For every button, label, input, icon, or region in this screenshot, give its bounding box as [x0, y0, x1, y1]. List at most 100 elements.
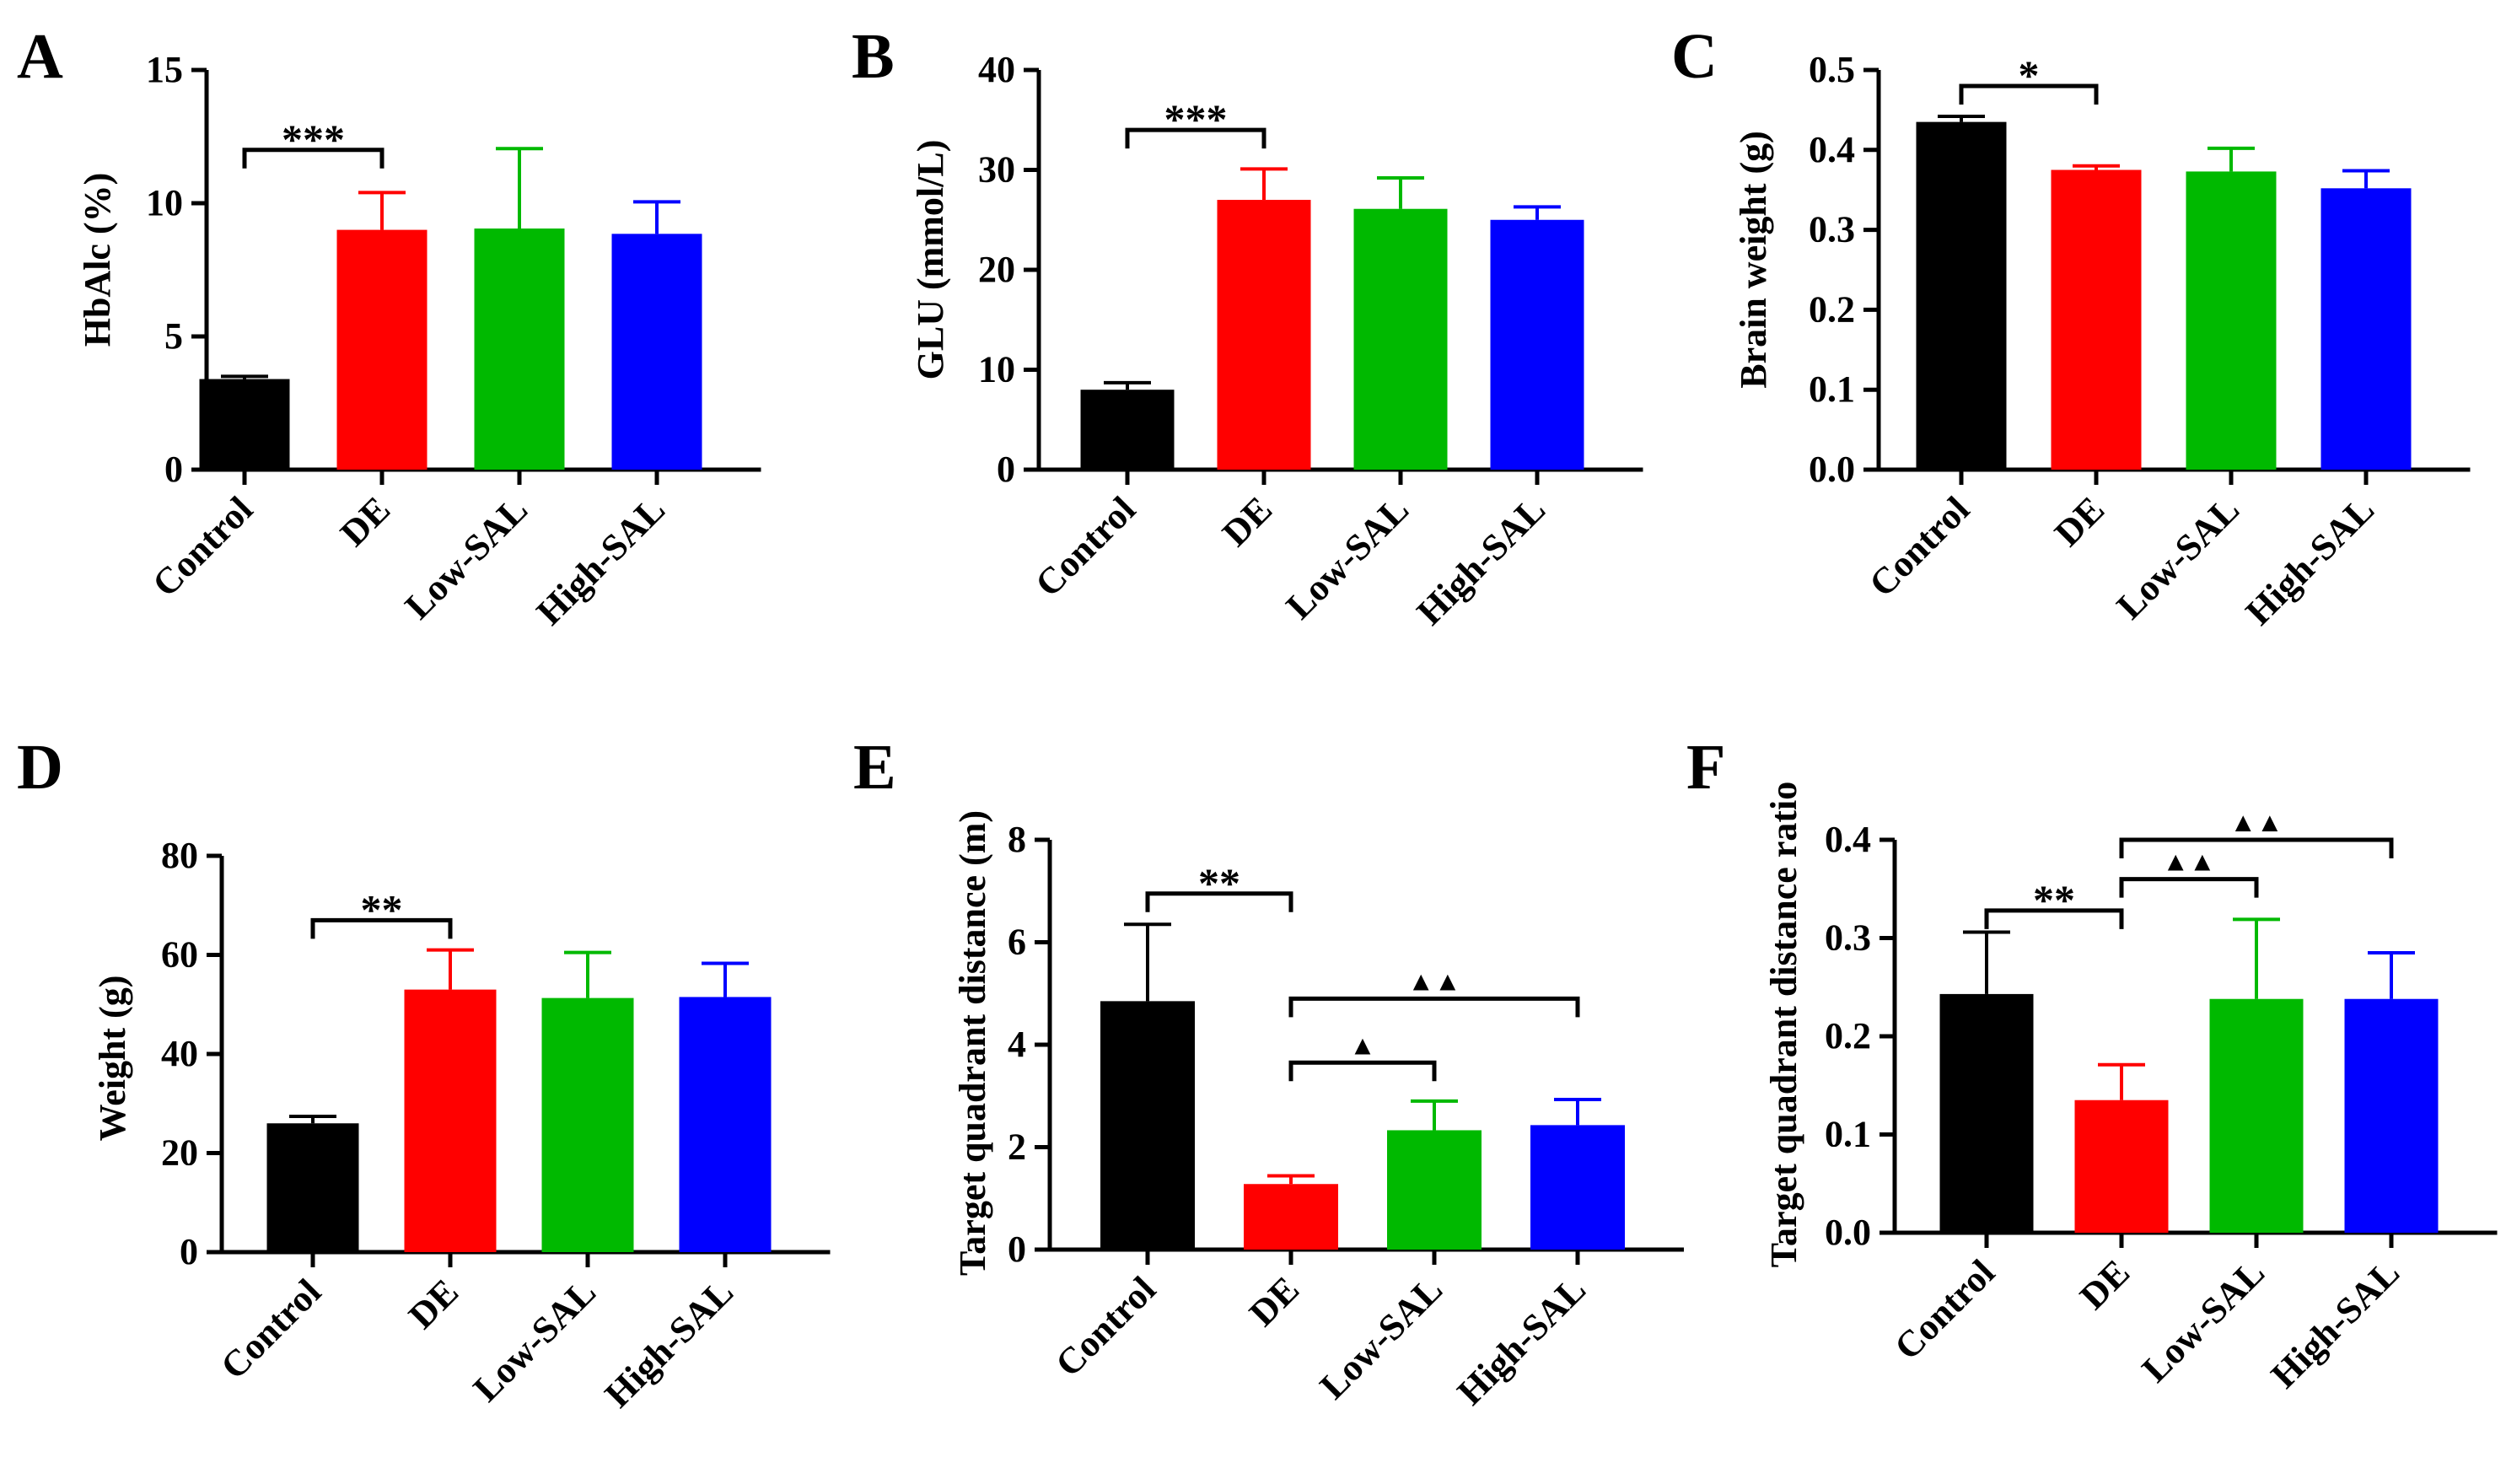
ylabel-b: GLU (mmol/L) — [910, 140, 951, 380]
significance-bracket — [1125, 127, 1266, 149]
x-tick-label: Control — [1047, 1268, 1164, 1385]
ylabel-d: Weight (g) — [92, 976, 133, 1142]
panel-d: D Weight (g) 0 20 40 60 80 Control DELow-SALHi… — [17, 732, 831, 1416]
panel-b: B GLU (mmol/L) 0 10 20 30 40 Control DELow-SAL… — [852, 21, 1643, 633]
significance-label: ▲▲ — [2229, 807, 2283, 837]
y-tick-label: 6 — [1008, 922, 1026, 963]
y-tick-label: 0.0 — [1809, 449, 1855, 490]
significance-bracket — [1288, 1060, 1437, 1082]
y-tick-label: 15 — [146, 49, 183, 90]
y-tick-label: 0 — [997, 449, 1015, 490]
bar-control — [1080, 390, 1175, 470]
significance-label: *** — [282, 116, 345, 163]
y-tick-label: 0.1 — [1825, 1114, 1871, 1155]
x-tick-label: DE — [2072, 1251, 2138, 1317]
bar-low-sal — [1387, 1130, 1482, 1250]
bar-high-sal — [2320, 188, 2412, 470]
panel-label-e: E — [853, 732, 896, 803]
panel-label-b: B — [852, 21, 895, 92]
significance-label: ▲ — [1349, 1030, 1376, 1060]
bar-low-sal — [474, 229, 565, 470]
significance-bracket — [1959, 83, 2099, 105]
bar-control — [1100, 1001, 1195, 1250]
bar-de — [2074, 1100, 2169, 1233]
x-tick-label: Control — [1886, 1251, 2003, 1368]
significance-bracket — [242, 148, 385, 169]
x-tick-label: Control — [1027, 488, 1143, 605]
panel-c: C Brain weight (g) 0.0 0.1 0.2 0.3 0.4 0.5 Con… — [1671, 21, 2471, 633]
significance-label: ▲▲ — [1407, 965, 1460, 996]
x-tick-label: Low-SAL — [1278, 488, 1417, 626]
y-tick-label: 0 — [164, 449, 183, 490]
significance-label: *** — [1164, 95, 1228, 142]
y-tick-label: 5 — [164, 315, 183, 357]
y-tick-label: 0 — [1008, 1229, 1026, 1270]
panel-e: E Target quadrant distance (m) 0 2 4 6 8 Cont… — [853, 732, 1684, 1413]
significance-label: ▲▲ — [2162, 847, 2215, 877]
bar-de — [2051, 169, 2142, 470]
x-tick-label: DE — [1241, 1268, 1307, 1334]
panel-label-d: D — [17, 732, 63, 803]
significance-label: ** — [361, 885, 403, 933]
ylabel-e: Target quadrant distance (m) — [952, 810, 993, 1276]
bar-high-sal — [611, 234, 702, 470]
y-tick-label: 20 — [978, 249, 1015, 290]
y-tick-label: 40 — [978, 49, 1015, 90]
ylabel-c: Brain weight (g) — [1733, 131, 1774, 389]
bar-low-sal — [541, 997, 634, 1252]
y-tick-label: 0.4 — [1825, 819, 1871, 860]
bar-high-sal — [2344, 998, 2439, 1233]
x-tick-label: High-SAL — [1409, 488, 1553, 632]
y-tick-label: 0.4 — [1809, 129, 1855, 170]
bar-high-sal — [1490, 219, 1584, 470]
y-tick-label: 2 — [1008, 1126, 1026, 1168]
x-tick-label: DE — [401, 1271, 466, 1336]
y-tick-label: 0.5 — [1809, 49, 1855, 90]
significance-label: * — [2019, 51, 2040, 99]
panel-label-f: F — [1686, 732, 1725, 803]
ylabel-a: HbAlc (%) — [77, 173, 118, 347]
x-tick-label: Control — [144, 488, 261, 605]
y-tick-label: 0.0 — [1825, 1212, 1871, 1253]
significance-bracket — [2119, 837, 2394, 858]
significance-bracket — [1145, 891, 1293, 912]
bar-control — [1939, 993, 2034, 1233]
bar-de — [336, 229, 428, 470]
bar-control — [266, 1123, 359, 1252]
panel-f: F Target quadrant distance ratio 0.0 0.1 0… — [1686, 732, 2498, 1396]
x-tick-label: Control — [1861, 488, 1977, 605]
x-tick-label: Control — [212, 1271, 329, 1387]
bar-de — [1217, 200, 1311, 470]
panel-a: A HbAlc (%) 0 5 10 15 Control DELow-SALHigh-S… — [17, 21, 761, 633]
x-tick-label: DE — [332, 488, 398, 554]
x-tick-label: High-SAL — [1449, 1268, 1594, 1412]
y-tick-label: 60 — [161, 934, 198, 976]
bar-control — [1916, 121, 2007, 470]
y-tick-label: 20 — [161, 1132, 198, 1174]
significance-bracket — [1288, 996, 1580, 1018]
significance-label: ** — [1198, 859, 1240, 906]
x-tick-label: DE — [2046, 488, 2112, 554]
y-tick-label: 40 — [161, 1033, 198, 1074]
x-tick-label: High-SAL — [529, 488, 673, 632]
y-tick-label: 80 — [161, 835, 198, 876]
significance-label: ** — [2033, 876, 2075, 923]
x-tick-label: DE — [1214, 488, 1280, 554]
panel-label-c: C — [1671, 21, 1718, 92]
y-tick-label: 0 — [180, 1231, 198, 1272]
significance-bracket — [310, 917, 453, 939]
significance-bracket — [2119, 877, 2259, 898]
y-tick-label: 10 — [146, 182, 183, 223]
x-tick-label: Low-SAL — [397, 488, 535, 626]
bar-low-sal — [2186, 171, 2277, 470]
ylabel-f: Target quadrant distance ratio — [1763, 782, 1804, 1268]
y-tick-label: 30 — [978, 149, 1015, 191]
bar-low-sal — [2209, 998, 2304, 1233]
bar-low-sal — [1353, 208, 1448, 470]
y-tick-label: 4 — [1008, 1024, 1026, 1065]
x-tick-label: Low-SAL — [465, 1271, 604, 1409]
x-tick-label: Low-SAL — [2109, 488, 2247, 626]
x-tick-label: High-SAL — [2263, 1251, 2407, 1395]
